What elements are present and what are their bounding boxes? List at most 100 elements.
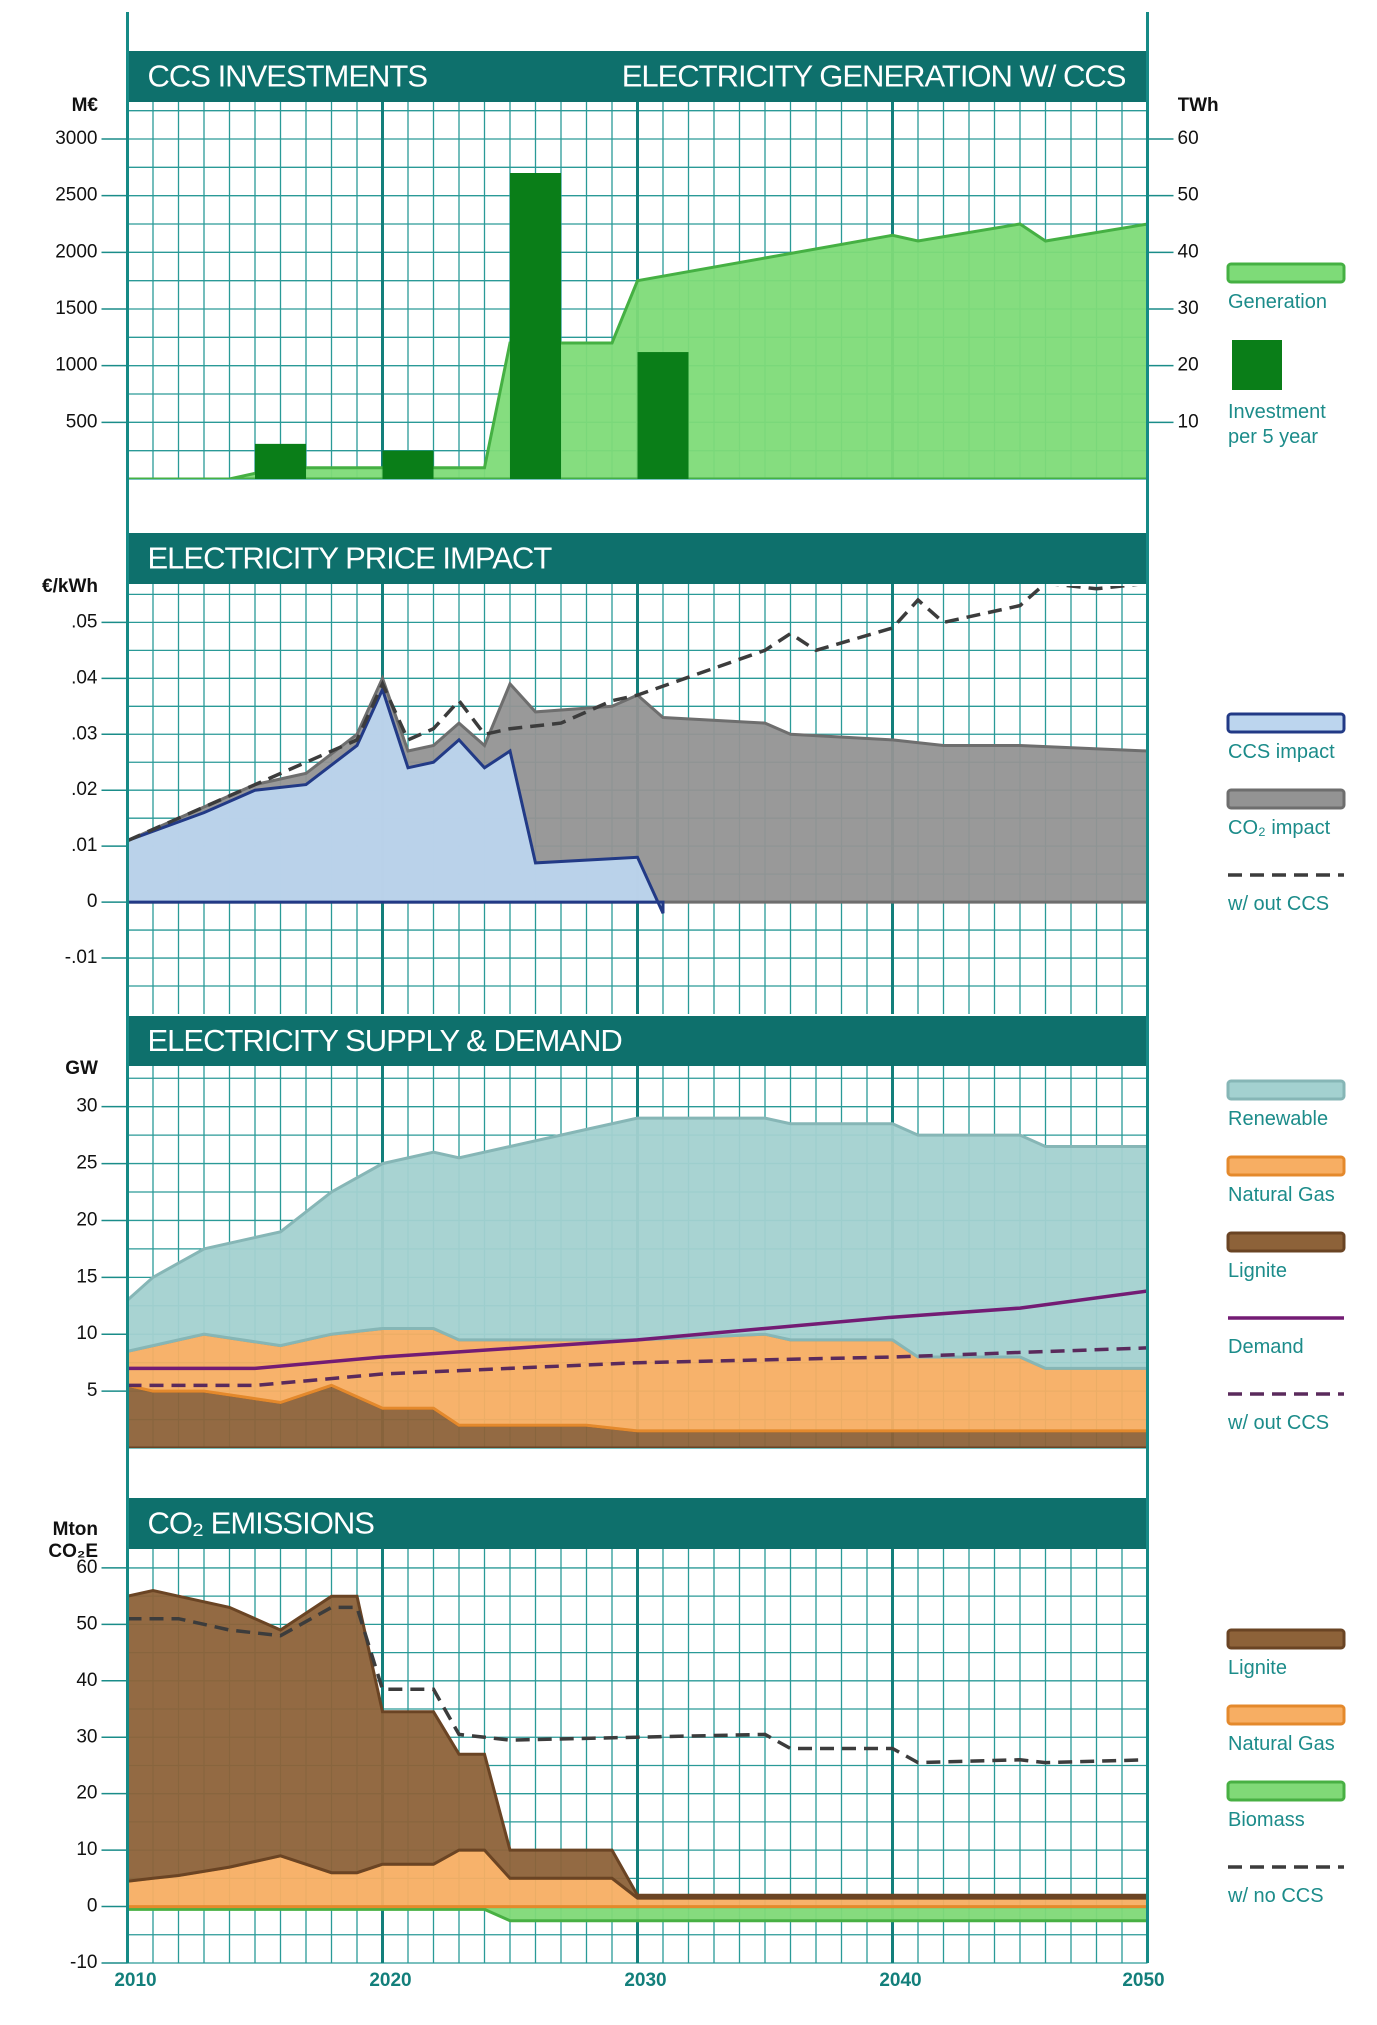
y2-tick-label: 60 (1178, 128, 1199, 149)
legend-swatch (1226, 1079, 1346, 1101)
x-tick-label: 2020 (369, 1970, 411, 1991)
y-tick-label: .03 (71, 723, 97, 744)
y-axis-label: M€ (71, 95, 98, 116)
legend-swatch (1226, 1628, 1346, 1650)
legend-swatch (1226, 1231, 1346, 1253)
y-tick-label: 5 (87, 1380, 98, 1401)
y-tick-label: 1500 (55, 298, 97, 319)
legend-swatch (1226, 788, 1346, 810)
y-tick-label: 40 (76, 1670, 97, 1691)
bar (382, 450, 434, 479)
y2-tick-label: 20 (1178, 355, 1199, 376)
title-bar (127, 1016, 1148, 1066)
legend-label-box: Lignite (1228, 1260, 1287, 1282)
y2-tick-label: 10 (1178, 411, 1199, 432)
legend-label-box: Renewable (1228, 1108, 1329, 1130)
legend-label: CCS impact (1228, 741, 1335, 763)
y-tick-label: 10 (76, 1323, 97, 1344)
legend-label-box: CCS impact (1228, 741, 1335, 763)
area (127, 1588, 1148, 1900)
y-tick-label: 20 (76, 1783, 97, 1804)
title-bar (127, 1498, 1148, 1549)
x-tick-label: 2030 (624, 1970, 666, 1991)
legend-label: Investment per 5 year (1228, 401, 1326, 448)
y-tick-label: 15 (76, 1266, 97, 1287)
line (127, 1346, 1148, 1388)
y2-axis-label-box: TWh (1177, 95, 1219, 116)
y-tick-label: .01 (71, 835, 97, 856)
y-tick-label: .04 (71, 667, 98, 688)
legend-label-box: Lignite (1228, 1657, 1287, 1679)
legend-label-box: Investment per 5 year (1228, 401, 1326, 448)
y-tick-label: 10 (76, 1839, 97, 1860)
y-tick-label: 20 (76, 1209, 97, 1230)
y-tick-label: 3000 (55, 128, 97, 149)
legend-swatch (1226, 1155, 1346, 1177)
y-axis-label: €/kWh (42, 576, 98, 597)
line (127, 586, 1139, 843)
legend-label: Demand (1228, 1336, 1304, 1358)
y-tick-label: -10 (70, 1952, 97, 1973)
legend-label: Renewable (1228, 1108, 1329, 1130)
x-tick-label: 2040 (879, 1970, 921, 1991)
x-tick-label: 2010 (114, 1970, 156, 1991)
series-layer (127, 173, 1148, 479)
legend-label: w/ no CCS (1228, 1885, 1324, 1907)
series-layer (127, 1588, 1148, 1923)
y-axis-label: GW (65, 1058, 98, 1079)
legend-swatch (1226, 712, 1346, 734)
bar (510, 173, 561, 479)
legend-label: w/ out CCS (1228, 893, 1330, 915)
legend-label-box: Demand (1228, 1336, 1304, 1358)
y-tick-label: 2500 (55, 185, 97, 206)
y-tick-label: 30 (76, 1096, 97, 1117)
bar (637, 352, 689, 479)
legend-label-box: w/ no CCS (1228, 1885, 1324, 1907)
legend-label-box: Biomass (1228, 1809, 1305, 1831)
legend-label-box: CO₂ impact (1228, 817, 1330, 839)
chart-title: CO₂ EMISSIONS (148, 1506, 375, 1541)
legend-label: Lignite (1228, 1260, 1287, 1282)
line (127, 1289, 1148, 1371)
y2-tick-label: 50 (1178, 185, 1199, 206)
legend-label-box: w/ out CCS (1228, 893, 1330, 915)
legend-label: w/ out CCS (1228, 1412, 1330, 1434)
y-axis-label-box: Mton CO₂E (48, 1519, 98, 1562)
y-tick-label: -.01 (65, 947, 98, 968)
y-tick-label: 2000 (55, 241, 97, 262)
y-tick-label: 30 (76, 1726, 97, 1747)
y-axis-label-box: M€ (71, 95, 98, 116)
chart-title: ELECTRICITY PRICE IMPACT (148, 541, 553, 576)
area (127, 222, 1148, 479)
y-tick-label: 1000 (55, 355, 97, 376)
y-tick-label: 25 (76, 1153, 97, 1174)
series-layer (127, 586, 1148, 914)
series-layer (127, 1116, 1148, 1448)
legend-label: Lignite (1228, 1657, 1287, 1679)
chart-title-2: ELECTRICITY GENERATION W/ CCS (622, 59, 1126, 94)
legend-swatch (1226, 1780, 1346, 1802)
legend-swatch (1232, 340, 1282, 390)
legend-label-box: Generation (1228, 291, 1327, 313)
y2-tick-label: 40 (1178, 241, 1199, 262)
x-tick-label: 2050 (1122, 1970, 1164, 1991)
legend-label: Natural Gas (1228, 1184, 1335, 1206)
y-axis-label-box: €/kWh (42, 576, 98, 597)
y-tick-label: 500 (66, 411, 98, 432)
y2-axis-label: TWh (1177, 95, 1219, 116)
y-axis-label-box: GW (65, 1058, 98, 1079)
title-bar (127, 51, 1148, 102)
y-tick-label: 0 (87, 1896, 98, 1917)
legend-label: Natural Gas (1228, 1733, 1335, 1755)
legend-label-box: Natural Gas (1228, 1733, 1335, 1755)
y-tick-label: 50 (76, 1613, 97, 1634)
line (127, 1605, 1148, 1765)
y-tick-label: 0 (87, 891, 98, 912)
chart-title: ELECTRICITY SUPPLY & DEMAND (148, 1023, 622, 1058)
bar (255, 443, 306, 479)
legend-label-box: w/ out CCS (1228, 1412, 1330, 1434)
legend-swatch (1226, 262, 1346, 284)
legend-label-box: Natural Gas (1228, 1184, 1335, 1206)
y-axis-label: Mton CO₂E (48, 1519, 98, 1562)
